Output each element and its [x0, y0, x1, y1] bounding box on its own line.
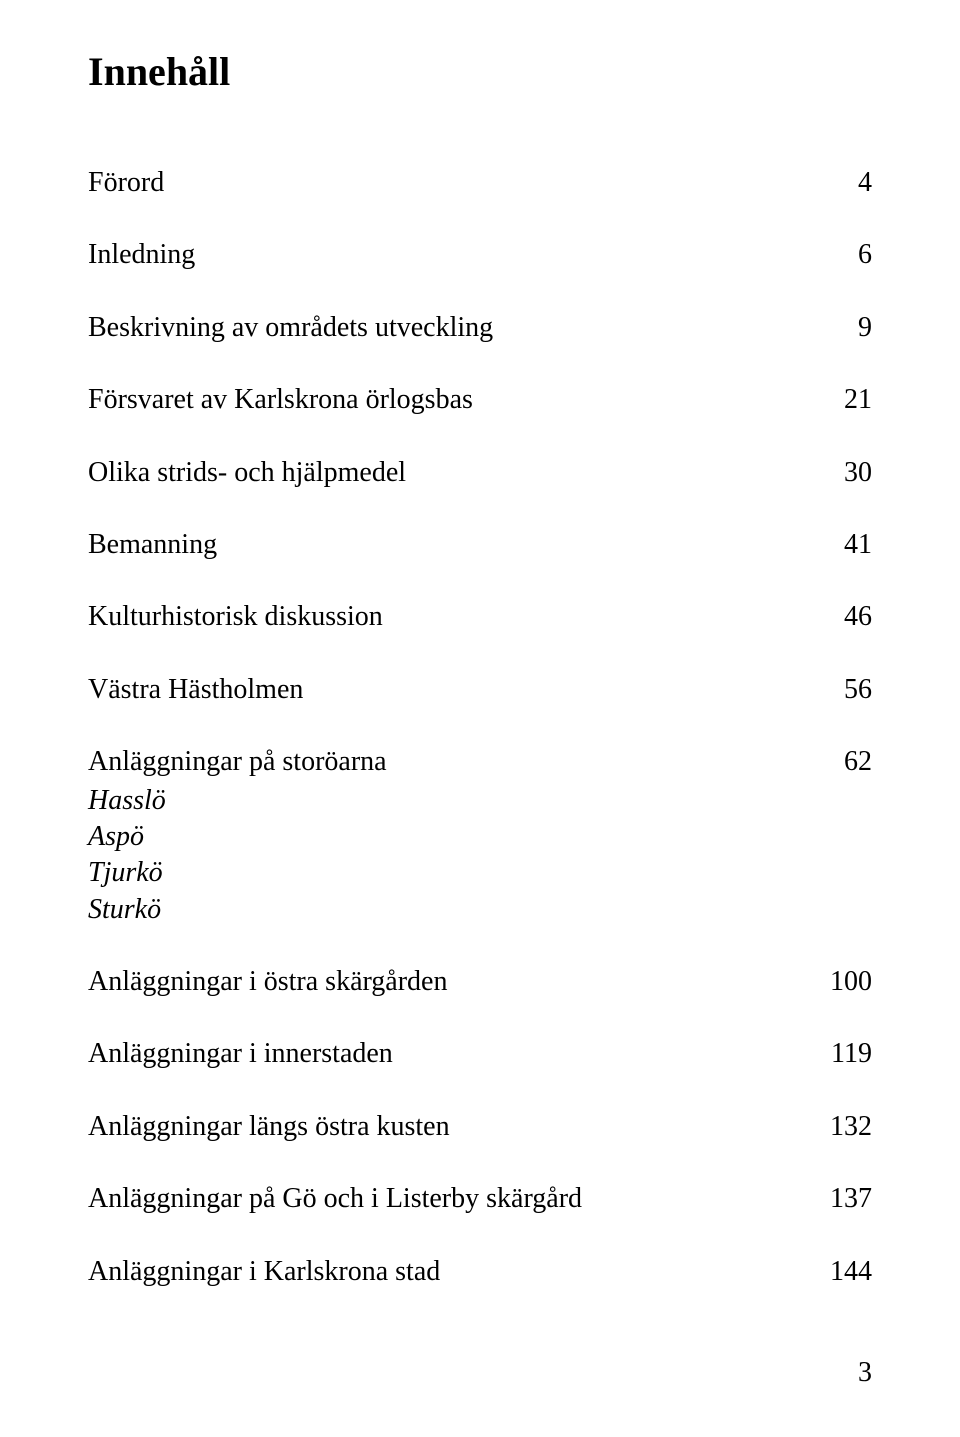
toc-label: Bemanning [88, 527, 217, 563]
toc-row: Försvaret av Karlskrona örlogsbas 21 [88, 382, 872, 418]
toc-page: 137 [792, 1181, 872, 1217]
toc-label: Anläggningar i östra skärgården [88, 964, 448, 1000]
toc-page: 144 [792, 1254, 872, 1290]
spacer [88, 274, 872, 310]
spacer [88, 201, 872, 237]
toc-page: 56 [792, 672, 872, 708]
toc-label: Anläggningar längs östra kusten [88, 1109, 450, 1145]
toc-page: 30 [792, 455, 872, 491]
spacer [88, 708, 872, 744]
spacer [88, 419, 872, 455]
toc-row: Inledning 6 [88, 237, 872, 273]
page-number: 3 [858, 1357, 872, 1389]
toc-row: Anläggningar i innerstaden 119 [88, 1036, 872, 1072]
page-title: Innehåll [88, 48, 872, 95]
toc-page: 46 [792, 599, 872, 635]
spacer [88, 491, 872, 527]
toc-label: Västra Hästholmen [88, 672, 303, 708]
toc-row: Beskrivning av områdets utveckling 9 [88, 310, 872, 346]
toc-label: Inledning [88, 237, 195, 273]
toc-label: Beskrivning av områdets utveckling [88, 310, 493, 346]
toc-row: Anläggningar i östra skärgården 100 [88, 964, 872, 1000]
toc-row: Anläggningar på storöarna 62 [88, 744, 872, 780]
toc-page: 9 [792, 310, 872, 346]
toc-subitem: Hasslö [88, 783, 872, 819]
toc-label: Olika strids- och hjälpmedel [88, 455, 406, 491]
toc-row: Olika strids- och hjälpmedel 30 [88, 455, 872, 491]
toc-row: Anläggningar i Karlskrona stad 144 [88, 1254, 872, 1290]
spacer [88, 563, 872, 599]
spacer [88, 346, 872, 382]
spacer [88, 1145, 872, 1181]
toc-label: Försvaret av Karlskrona örlogsbas [88, 382, 473, 418]
spacer [88, 1000, 872, 1036]
toc-label: Anläggningar på storöarna [88, 744, 387, 780]
toc-label: Anläggningar i Karlskrona stad [88, 1254, 440, 1290]
toc-subitem: Sturkö [88, 892, 872, 928]
spacer [88, 928, 872, 964]
spacer [88, 1073, 872, 1109]
toc-row: Förord 4 [88, 165, 872, 201]
document-page: Innehåll Förord 4 Inledning 6 Beskrivnin… [0, 0, 960, 1437]
toc-row: Västra Hästholmen 56 [88, 672, 872, 708]
toc-subitem: Aspö [88, 819, 872, 855]
toc-row: Anläggningar längs östra kusten 132 [88, 1109, 872, 1145]
toc-subitem: Tjurkö [88, 855, 872, 891]
toc-page: 62 [792, 744, 872, 780]
toc-row: Bemanning 41 [88, 527, 872, 563]
toc-page: 41 [792, 527, 872, 563]
toc-row: Kulturhistorisk diskussion 46 [88, 599, 872, 635]
spacer [88, 1218, 872, 1254]
toc-page: 119 [792, 1036, 872, 1072]
spacer [88, 636, 872, 672]
toc-label: Anläggningar i innerstaden [88, 1036, 393, 1072]
toc-label: Förord [88, 165, 164, 201]
toc-label: Anläggningar på Gö och i Listerby skärgå… [88, 1181, 582, 1217]
toc-page: 6 [792, 237, 872, 273]
toc-page: 132 [792, 1109, 872, 1145]
toc-page: 4 [792, 165, 872, 201]
toc-label: Kulturhistorisk diskussion [88, 599, 383, 635]
toc-page: 21 [792, 382, 872, 418]
toc-row: Anläggningar på Gö och i Listerby skärgå… [88, 1181, 872, 1217]
toc-subitems: Hasslö Aspö Tjurkö Sturkö [88, 783, 872, 929]
toc-page: 100 [792, 964, 872, 1000]
